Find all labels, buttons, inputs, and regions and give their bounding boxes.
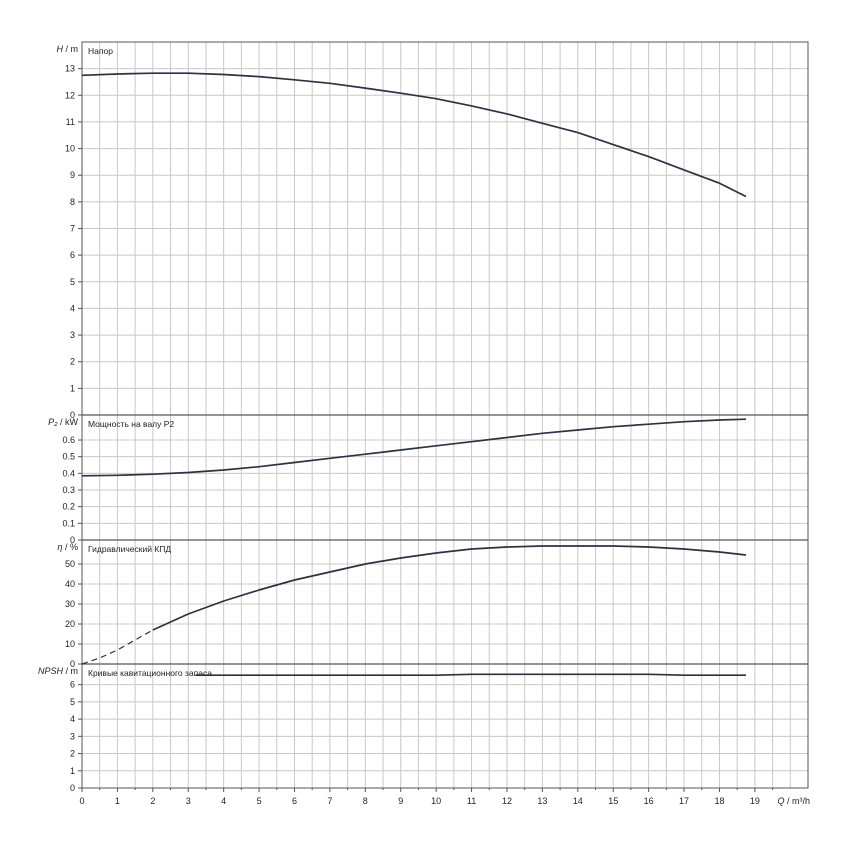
efficiency-y-tick-label: 40 xyxy=(65,579,75,589)
head-y-tick-label: 10 xyxy=(65,144,75,154)
x-tick-label: 10 xyxy=(431,796,441,806)
npsh-y-tick-label: 2 xyxy=(70,749,75,759)
head-y-tick-label: 2 xyxy=(70,357,75,367)
npsh-panel-title: Кривые кавитационного запаса xyxy=(88,668,212,678)
efficiency-ylabel: η / % xyxy=(57,542,78,552)
head-y-tick-label: 6 xyxy=(70,250,75,260)
x-tick-label: 5 xyxy=(257,796,262,806)
power-y-tick-label: 0.2 xyxy=(62,502,75,512)
efficiency-panel-title: Гидравлический КПД xyxy=(88,544,171,554)
head-panel-title: Напор xyxy=(88,46,113,56)
power-y-tick-label: 0 xyxy=(70,535,75,545)
x-tick-label: 13 xyxy=(537,796,547,806)
head-y-tick-label: 8 xyxy=(70,197,75,207)
head-ylabel: H / m xyxy=(57,44,79,54)
power-y-tick-label: 0.5 xyxy=(62,452,75,462)
panel-frames xyxy=(78,41,809,792)
x-tick-label: 12 xyxy=(502,796,512,806)
efficiency-curve-solid xyxy=(152,545,747,631)
head-y-tick-label: 4 xyxy=(70,303,75,313)
head-curve-solid xyxy=(81,72,747,198)
head-y-tick-label: 12 xyxy=(65,90,75,100)
power-ylabel-unit: / kW xyxy=(60,417,79,427)
power-panel-title: Мощность на валу P2 xyxy=(88,419,174,429)
x-tick-label: 1 xyxy=(115,796,120,806)
x-tick-label: 3 xyxy=(186,796,191,806)
npsh-ylabel-symbol: NPSH xyxy=(38,666,66,676)
npsh-y-tick-label: 4 xyxy=(70,714,75,724)
head-y-tick-label: 3 xyxy=(70,330,75,340)
efficiency-y-tick-label: 10 xyxy=(65,639,75,649)
x-axis-label-unit: / m³/h xyxy=(787,796,810,806)
x-axis-label-symbol: Q xyxy=(777,796,787,806)
x-tick-label: 6 xyxy=(292,796,297,806)
power-ylabel-symbol: P₂ xyxy=(48,417,60,427)
efficiency-curve-dashed xyxy=(81,629,154,665)
efficiency-ylabel-symbol: η xyxy=(57,542,65,552)
head-y-tick-label: 5 xyxy=(70,277,75,287)
efficiency-panel-frame xyxy=(81,539,809,665)
efficiency-y-tick-label: 20 xyxy=(65,619,75,629)
npsh-curve-solid xyxy=(195,673,746,677)
head-y-tick-label: 9 xyxy=(70,170,75,180)
efficiency-y-tick-label: 0 xyxy=(70,659,75,669)
efficiency-ylabel-unit: / % xyxy=(65,542,78,552)
x-tick-label: 8 xyxy=(363,796,368,806)
efficiency-y-tick-label: 30 xyxy=(65,599,75,609)
npsh-y-tick-label: 0 xyxy=(70,783,75,793)
head-y-tick-label: 0 xyxy=(70,410,75,420)
x-tick-label: 2 xyxy=(150,796,155,806)
power-panel-frame xyxy=(81,414,809,541)
x-axis-label: Q / m³/h xyxy=(777,796,810,806)
head-ylabel-symbol: H xyxy=(57,44,66,54)
head-y-tick-label: 1 xyxy=(70,383,75,393)
npsh-y-tick-label: 6 xyxy=(70,680,75,690)
x-tick-label: 15 xyxy=(608,796,618,806)
npsh-y-tick-label: 5 xyxy=(70,697,75,707)
x-tick-label: 16 xyxy=(644,796,654,806)
x-tick-label: 17 xyxy=(679,796,689,806)
npsh-y-tick-label: 1 xyxy=(70,766,75,776)
npsh-panel-frame xyxy=(81,663,809,789)
power-curve-solid xyxy=(81,418,747,477)
head-y-tick-label: 7 xyxy=(70,224,75,234)
curve-layer xyxy=(81,72,747,677)
x-tick-label: 4 xyxy=(221,796,226,806)
x-tick-label: 7 xyxy=(327,796,332,806)
power-y-tick-label: 0.6 xyxy=(62,435,75,445)
head-ylabel-unit: / m xyxy=(66,44,79,54)
x-tick-label: 19 xyxy=(750,796,760,806)
x-tick-label: 18 xyxy=(714,796,724,806)
head-y-tick-label: 13 xyxy=(65,64,75,74)
x-tick-label: 9 xyxy=(398,796,403,806)
efficiency-y-tick-label: 50 xyxy=(65,559,75,569)
power-y-tick-label: 0.1 xyxy=(62,518,75,528)
x-tick-label: 11 xyxy=(467,796,476,806)
power-y-tick-label: 0.3 xyxy=(62,485,75,495)
power-ylabel: P₂ / kW xyxy=(48,417,78,427)
x-tick-label: 0 xyxy=(79,796,84,806)
npsh-y-tick-label: 3 xyxy=(70,731,75,741)
npsh-ylabel-unit: / m xyxy=(66,666,79,676)
head-y-tick-label: 11 xyxy=(66,117,75,127)
npsh-ylabel: NPSH / m xyxy=(38,666,78,676)
power-y-tick-label: 0.4 xyxy=(62,468,75,478)
x-tick-label: 14 xyxy=(573,796,583,806)
